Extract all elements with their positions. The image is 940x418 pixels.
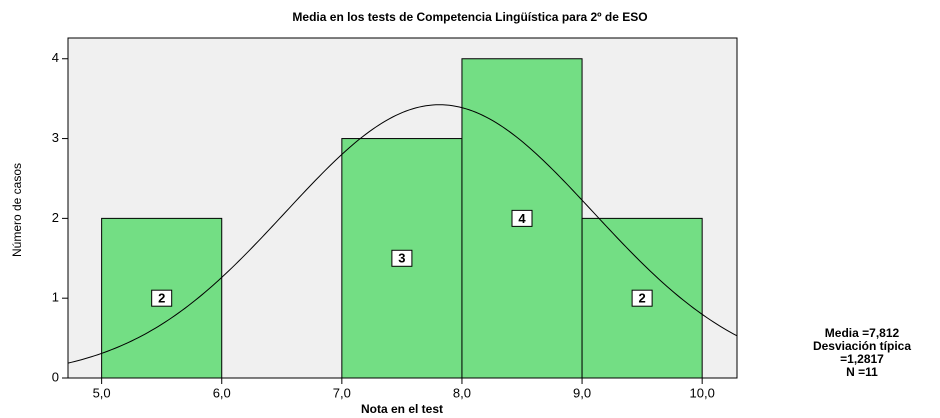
stat-label: Desviación típica =1,2817 [812,339,912,366]
y-tick-label: 3 [52,130,59,145]
y-tick-label: 1 [52,290,59,305]
normal-curve [67,104,738,364]
x-tick-label: 6,0 [213,385,231,400]
y-tick-label: 0 [52,369,59,384]
data-label: 2 [638,291,645,306]
y-axis-label: Número de casos [10,163,24,257]
stat-label: Media =7,812 [824,326,900,340]
x-tick-label: 5,0 [93,385,111,400]
x-tick-label: 10,0 [690,385,715,400]
data-label-box [391,249,413,267]
data-label: 2 [158,291,165,306]
data-label: 4 [518,211,526,226]
stats-box: Media =7,812 Desviación típica =1,2817 N =… [792,327,932,379]
x-tick-label: 7,0 [333,385,351,400]
x-axis-label: Nota en el test [361,402,443,416]
y-tick-label: 4 [52,50,59,65]
y-tick-label: 2 [52,210,59,225]
x-tick-label: 9,0 [573,385,591,400]
chart-title: Media en los tests de Competencia Lingüí… [292,10,647,24]
stat-label: N =11 [846,365,878,379]
data-label-box [151,289,173,307]
data-label: 3 [398,251,405,266]
data-label-box [511,209,533,227]
data-label-box [631,289,653,307]
x-tick-label: 8,0 [453,385,471,400]
